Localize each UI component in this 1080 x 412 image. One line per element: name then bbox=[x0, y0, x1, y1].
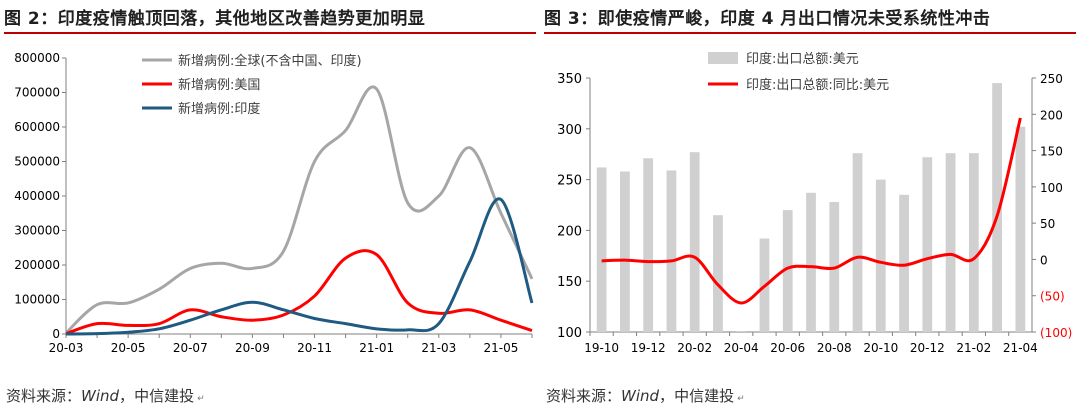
y-tick-label-right: 100 bbox=[1040, 181, 1063, 195]
source-name: Wind bbox=[621, 387, 660, 405]
bar bbox=[620, 171, 630, 332]
bar bbox=[899, 194, 909, 332]
y-tick-label-left: 150 bbox=[557, 275, 582, 290]
x-tick-label: 20-03 bbox=[49, 341, 84, 355]
bar bbox=[875, 179, 886, 332]
paragraph-mark-icon: ↵ bbox=[197, 394, 205, 404]
y-tick-label: 600000 bbox=[14, 120, 60, 134]
bar bbox=[736, 330, 747, 332]
x-tick-label: 20-11 bbox=[297, 341, 332, 355]
chart-title: 图 3：即使疫情严峻，印度 4 月出口情况未受系统性冲击 bbox=[544, 9, 991, 29]
y-tick-label-right: 250 bbox=[1040, 72, 1063, 86]
title-divider bbox=[4, 32, 536, 34]
x-tick-label: 20-05 bbox=[111, 341, 146, 355]
bar bbox=[852, 153, 863, 332]
legend-label: 新增病例:全球(不含中国、印度) bbox=[178, 53, 362, 69]
y-tick-label-left: 250 bbox=[557, 174, 582, 189]
y-tick-label-right: (100) bbox=[1040, 326, 1072, 340]
y-tick-label-left: 100 bbox=[557, 326, 582, 341]
x-tick-label: 20-02 bbox=[677, 341, 712, 355]
source-note: 资料来源：Wind，中信建投 ↵ bbox=[6, 385, 205, 406]
bar bbox=[643, 158, 654, 332]
series-line bbox=[64, 85, 534, 335]
source-label: 资料来源： bbox=[6, 387, 82, 405]
x-tick-label: 20-07 bbox=[173, 341, 208, 355]
bar bbox=[992, 83, 1002, 332]
y-tick-label-left: 350 bbox=[557, 72, 582, 87]
y-tick-label: 200000 bbox=[14, 258, 60, 272]
legend-label: 印度:出口总额:同比:美元 bbox=[746, 77, 889, 93]
source-note: 资料来源：Wind，中信建投 ↵ bbox=[546, 385, 745, 406]
bar bbox=[689, 152, 700, 332]
x-tick-label: 20-06 bbox=[770, 341, 805, 355]
legend-label: 新增病例:美国 bbox=[178, 77, 260, 93]
source-label: 资料来源： bbox=[546, 387, 622, 405]
bar bbox=[806, 192, 816, 332]
y-tick-label-right: (50) bbox=[1040, 290, 1065, 304]
legend-label: 印度:出口总额:美元 bbox=[746, 51, 859, 67]
bar bbox=[782, 210, 793, 332]
x-tick-label: 21-04 bbox=[1003, 341, 1038, 355]
x-tick-label: 21-03 bbox=[421, 341, 456, 355]
y-tick-label: 800000 bbox=[14, 51, 60, 65]
chart-title: 图 2：印度疫情触顶回落，其他地区改善趋势更加明显 bbox=[4, 9, 426, 29]
chart-panel-left: 图 2：印度疫情触顶回落，其他地区改善趋势更加明显 0 100000 200000 3… bbox=[4, 9, 536, 406]
y-tick-label: 300000 bbox=[14, 224, 60, 238]
x-tick-label: 20-12 bbox=[910, 341, 945, 355]
legend-swatch-bar bbox=[708, 52, 738, 64]
source-name: Wind bbox=[81, 387, 120, 405]
y-tick-label: 700000 bbox=[14, 86, 60, 100]
source-separator: ， bbox=[119, 387, 135, 405]
bar bbox=[922, 157, 933, 332]
x-tick-label: 19-10 bbox=[584, 341, 619, 355]
line-chart-new-cases: 0 100000 200000 300000 400000 500000 600000 700… bbox=[14, 51, 534, 355]
source-org: 中信建投 bbox=[674, 387, 735, 405]
y-tick-label: 500000 bbox=[14, 155, 60, 169]
y-tick-label: 400000 bbox=[14, 189, 60, 203]
source-separator: ， bbox=[659, 387, 675, 405]
title-divider bbox=[544, 32, 1076, 34]
y-tick-label-right: 0 bbox=[1040, 253, 1048, 267]
bar bbox=[713, 215, 723, 332]
series-line bbox=[65, 197, 534, 336]
x-tick-label: 21-02 bbox=[956, 341, 991, 355]
source-org: 中信建投 bbox=[134, 387, 195, 405]
bar bbox=[968, 153, 979, 332]
series-line bbox=[65, 249, 533, 336]
y-tick-label-right: 50 bbox=[1040, 217, 1055, 231]
bar bbox=[1015, 126, 1026, 332]
x-tick-label: 21-01 bbox=[359, 341, 394, 355]
y-tick-label-left: 200 bbox=[557, 224, 582, 239]
y-tick-label-right: 150 bbox=[1040, 145, 1063, 159]
y-tick-label: 0 bbox=[52, 327, 60, 341]
bar bbox=[945, 153, 956, 332]
y-tick-label-right: 200 bbox=[1040, 108, 1063, 122]
x-tick-label: 20-04 bbox=[724, 341, 759, 355]
chart-panel-right: 图 3：即使疫情严峻，印度 4 月出口情况未受系统性冲击 100 150 200 25… bbox=[540, 0, 1080, 412]
x-tick-label: 21-05 bbox=[483, 341, 518, 355]
x-tick-label: 20-09 bbox=[235, 341, 270, 355]
legend-label: 新增病例:印度 bbox=[178, 101, 260, 117]
paragraph-mark-icon: ↵ bbox=[737, 394, 745, 404]
x-tick-label: 20-08 bbox=[817, 341, 852, 355]
bar bbox=[596, 167, 607, 332]
y-tick-label: 100000 bbox=[14, 293, 60, 307]
y-tick-label-left: 300 bbox=[557, 123, 582, 138]
x-tick-label: 19-12 bbox=[631, 341, 666, 355]
x-tick-label: 20-10 bbox=[863, 341, 898, 355]
combo-chart-india-exports: 100 150 200 250 300 350 (100) (50) 0 50 100 150 200 2… bbox=[557, 51, 1072, 355]
bar bbox=[666, 170, 677, 332]
